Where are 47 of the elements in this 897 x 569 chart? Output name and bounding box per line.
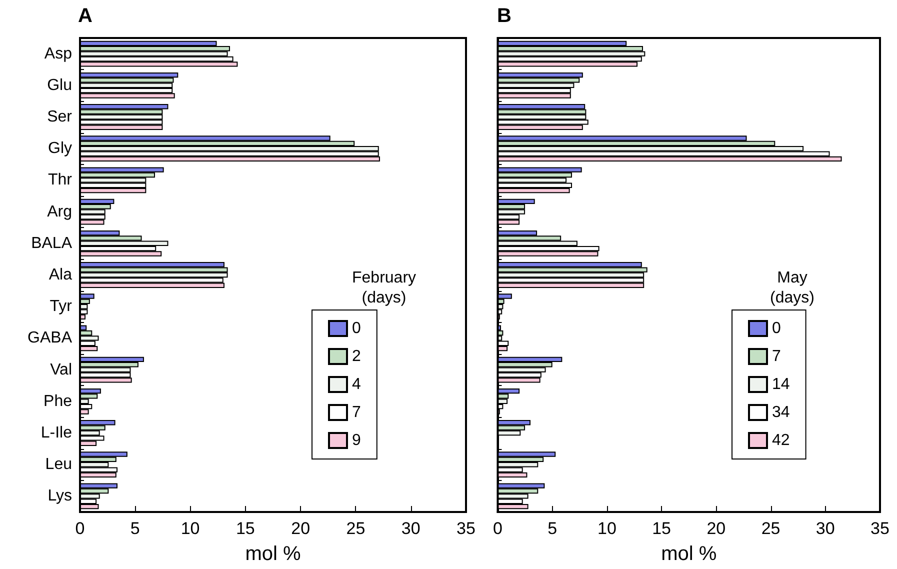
x-tick-label: 25	[346, 519, 366, 538]
chart-title: B	[497, 5, 512, 27]
y-tick-label: Val	[50, 361, 72, 378]
legend-label: 7	[772, 348, 781, 365]
x-tick-label: 35	[870, 519, 890, 538]
legend-label: 14	[772, 376, 790, 393]
y-tick-label: Thr	[48, 172, 73, 189]
x-tick-label: 5	[548, 519, 558, 538]
y-tick-label: BALA	[31, 234, 72, 252]
x-tick-label: 20	[706, 519, 726, 538]
x-tick-label: 10	[597, 519, 616, 538]
y-tick-label: Ala	[48, 266, 72, 284]
x-axis-title: mol %	[245, 543, 301, 565]
chart-title: A	[78, 5, 92, 27]
y-tick-label: Tyr	[50, 298, 73, 316]
x-tick-label: 15	[652, 519, 672, 538]
x-tick-label: 20	[291, 519, 310, 538]
y-tick-label: Ser	[47, 108, 73, 126]
x-tick-label: 0	[492, 519, 502, 538]
legend-title: May (days)	[770, 270, 814, 306]
x-axis-title: mol %	[661, 543, 717, 565]
legend-label: 7	[352, 404, 361, 421]
x-tick-label: 10	[180, 519, 200, 538]
y-tick-label: Arg	[47, 203, 72, 220]
y-tick-label: Leu	[45, 456, 72, 474]
y-tick-label: Lys	[48, 488, 72, 505]
x-tick-label: 25	[761, 519, 780, 538]
x-tick-label: 30	[401, 519, 420, 538]
y-tick-label: Glu	[47, 76, 72, 94]
x-tick-label: 5	[130, 519, 140, 538]
y-tick-label: L-Ile	[40, 424, 72, 442]
y-tick-label: Asp	[44, 45, 72, 62]
legend-label: 4	[352, 376, 361, 393]
x-tick-label: 15	[236, 519, 255, 538]
y-tick-label: GABA	[28, 330, 72, 347]
legend-label: 42	[772, 432, 790, 449]
x-tick-label: 0	[75, 519, 85, 538]
legend-label: 2	[352, 348, 361, 365]
legend-label: 0	[772, 320, 781, 337]
legend-label: 9	[352, 432, 361, 449]
y-tick-label: Phe	[44, 392, 72, 410]
x-tick-label: 30	[816, 519, 835, 538]
x-tick-label: 35	[456, 519, 476, 538]
legend-label: 34	[772, 404, 790, 421]
legend-title: February (days)	[352, 270, 416, 306]
y-tick-label: Gly	[48, 140, 72, 158]
legend-label: 0	[352, 320, 361, 337]
